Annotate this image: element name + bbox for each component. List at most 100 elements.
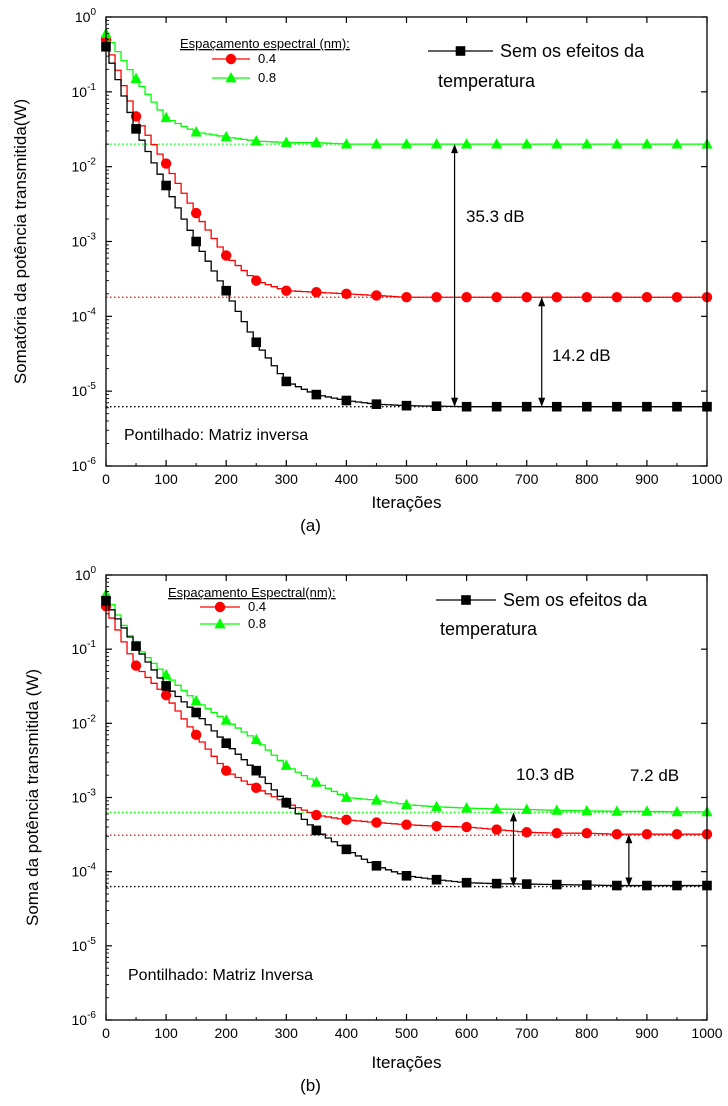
marker-triangle bbox=[581, 138, 593, 149]
y-tick-base: 10 bbox=[75, 9, 91, 25]
marker-square bbox=[341, 395, 352, 406]
marker-triangle bbox=[461, 138, 473, 149]
y-axis-label: Somatória da potência transmitida(W) bbox=[11, 99, 30, 384]
marker-square bbox=[672, 401, 682, 412]
marker-triangle bbox=[491, 802, 503, 814]
y-tick-label: 10-4 bbox=[72, 306, 97, 324]
marker-circle bbox=[341, 814, 352, 826]
legend-label: 0.8 bbox=[248, 616, 266, 631]
legend-label-line: temperatura bbox=[438, 71, 536, 91]
marker-circle bbox=[611, 292, 623, 303]
marker-circle bbox=[401, 292, 412, 303]
marker-triangle bbox=[370, 138, 383, 149]
y-tick-label: 10-2 bbox=[72, 713, 97, 731]
marker-square bbox=[551, 879, 562, 890]
x-tick-label: 0 bbox=[102, 1025, 110, 1041]
marker-triangle bbox=[641, 805, 653, 816]
marker-triangle bbox=[671, 138, 683, 149]
arrow-head bbox=[451, 397, 459, 407]
y-tick-label: 10-1 bbox=[72, 82, 97, 100]
marker-triangle bbox=[190, 695, 202, 706]
marker-triangle bbox=[250, 135, 262, 146]
marker-square bbox=[521, 401, 532, 412]
marker-square bbox=[191, 236, 201, 247]
y-tick-exp: -2 bbox=[87, 713, 96, 724]
x-tick-label: 400 bbox=[335, 1025, 359, 1041]
marker-square bbox=[251, 337, 262, 348]
marker-circle bbox=[431, 821, 442, 832]
marker-circle bbox=[491, 824, 502, 835]
marker-triangle bbox=[551, 804, 563, 815]
marker-triangle bbox=[310, 136, 322, 147]
marker-circle bbox=[130, 660, 142, 671]
marker-triangle bbox=[671, 805, 683, 817]
panel-label: (b) bbox=[300, 1076, 321, 1095]
legend-label-line: Sem os efeitos da bbox=[503, 590, 648, 610]
series-line-square bbox=[106, 600, 707, 887]
series-line-square bbox=[106, 46, 707, 408]
x-tick-label: 200 bbox=[215, 471, 239, 487]
marker-square bbox=[131, 124, 141, 134]
marker-circle bbox=[214, 601, 226, 613]
annotation-label: 10.3 dB bbox=[516, 765, 575, 784]
y-tick-base: 10 bbox=[72, 84, 88, 100]
x-tick-label: 100 bbox=[154, 471, 178, 487]
marker-triangle bbox=[280, 759, 292, 770]
marker-circle bbox=[581, 828, 592, 839]
marker-square bbox=[582, 880, 592, 890]
marker-circle bbox=[251, 782, 262, 794]
marker-square bbox=[461, 401, 472, 412]
y-tick-exp: -6 bbox=[87, 456, 96, 467]
marker-circle bbox=[521, 827, 532, 838]
marker-circle bbox=[551, 292, 562, 303]
marker-square bbox=[341, 844, 352, 855]
marker-circle bbox=[461, 821, 472, 833]
x-tick-label: 800 bbox=[575, 1025, 599, 1041]
legend-title: Espaçamento Espectral(nm): bbox=[168, 585, 336, 600]
marker-square bbox=[672, 880, 682, 891]
marker-square bbox=[221, 285, 231, 296]
marker-square bbox=[642, 880, 652, 891]
marker-triangle bbox=[581, 804, 593, 816]
arrow-head bbox=[451, 144, 459, 154]
marker-triangle bbox=[190, 126, 202, 137]
marker-triangle bbox=[310, 776, 322, 787]
y-tick-base: 10 bbox=[72, 234, 88, 250]
x-tick-label: 0 bbox=[102, 471, 110, 487]
marker-square bbox=[191, 707, 201, 718]
y-tick-exp: -1 bbox=[87, 82, 96, 93]
x-tick-label: 100 bbox=[154, 1025, 178, 1041]
legend-label-black: Sem os efeitos da temperatura bbox=[440, 590, 648, 639]
marker-triangle bbox=[280, 136, 292, 147]
marker-circle bbox=[581, 292, 592, 303]
marker-triangle bbox=[521, 803, 533, 814]
marker-triangle bbox=[370, 794, 383, 805]
x-tick-label: 700 bbox=[515, 1025, 539, 1041]
marker-square bbox=[311, 389, 322, 400]
marker-triangle bbox=[160, 111, 172, 123]
y-tick-base: 10 bbox=[72, 458, 88, 474]
marker-square bbox=[642, 401, 652, 412]
y-axis-label: Soma da potência transmitida (W) bbox=[23, 669, 42, 926]
marker-circle bbox=[671, 292, 683, 303]
marker-triangle bbox=[611, 805, 623, 816]
marker-triangle bbox=[220, 714, 232, 725]
marker-triangle bbox=[611, 138, 623, 149]
legend-label: 0.4 bbox=[258, 51, 276, 66]
x-tick-label: 300 bbox=[275, 471, 299, 487]
marker-square bbox=[251, 765, 262, 776]
marker-square bbox=[461, 595, 471, 605]
y-tick-exp: -3 bbox=[87, 232, 96, 243]
x-tick-label: 300 bbox=[275, 1025, 299, 1041]
y-tick-label: 10-3 bbox=[72, 788, 97, 806]
arrow-head bbox=[625, 877, 633, 887]
marker-circle bbox=[371, 290, 382, 301]
series-line-circle bbox=[106, 38, 707, 298]
y-tick-label: 100 bbox=[75, 7, 97, 25]
x-tick-label: 700 bbox=[515, 471, 539, 487]
y-tick-base: 10 bbox=[72, 938, 88, 954]
x-tick-label: 600 bbox=[455, 1025, 479, 1041]
chart-panel-a: 0 100 200 300 400 500 600 700 800 900 100010010-11… bbox=[11, 7, 723, 535]
marker-circle bbox=[641, 292, 653, 303]
